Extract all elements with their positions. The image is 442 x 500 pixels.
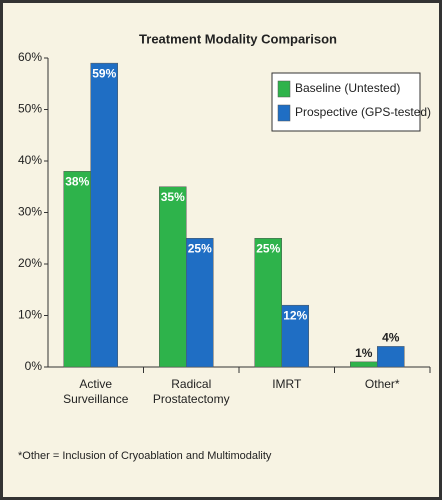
legend-label: Baseline (Untested) [295,81,400,95]
value-label: 1% [355,346,373,360]
y-tick-label: 50% [18,102,42,116]
legend-box [271,72,421,132]
legend-swatch [277,104,291,122]
bar [350,361,378,368]
bar [90,62,118,368]
x-tick-label: Radical Prostatectomy [152,377,230,406]
x-tick-label: IMRT [272,377,302,391]
value-label: 35% [161,190,185,204]
bar [63,171,91,368]
bar [186,238,214,368]
value-label: 12% [283,308,307,322]
x-tick-label: Other* [364,377,400,391]
y-tick-label: 40% [18,153,42,167]
x-tick-label: Active Surveillance [63,377,129,406]
chart-title: Treatment Modality Comparison [139,31,337,46]
value-label: 25% [256,241,280,255]
value-label: 38% [65,174,89,188]
footnote: *Other = Inclusion of Cryoablation and M… [18,450,272,462]
bar [281,304,309,368]
bar [254,238,282,368]
legend-swatch [277,80,291,98]
value-label: 59% [92,66,116,80]
y-tick-label: 10% [18,308,42,322]
value-label: 25% [188,241,212,255]
y-tick-label: 30% [18,205,42,219]
legend-label: Prospective (GPS-tested) [295,105,431,119]
bar [377,346,405,368]
y-tick-label: 60% [18,50,42,64]
value-label: 4% [382,331,400,345]
y-tick-label: 0% [25,359,43,373]
y-tick-label: 20% [18,256,42,270]
bar [159,186,187,368]
